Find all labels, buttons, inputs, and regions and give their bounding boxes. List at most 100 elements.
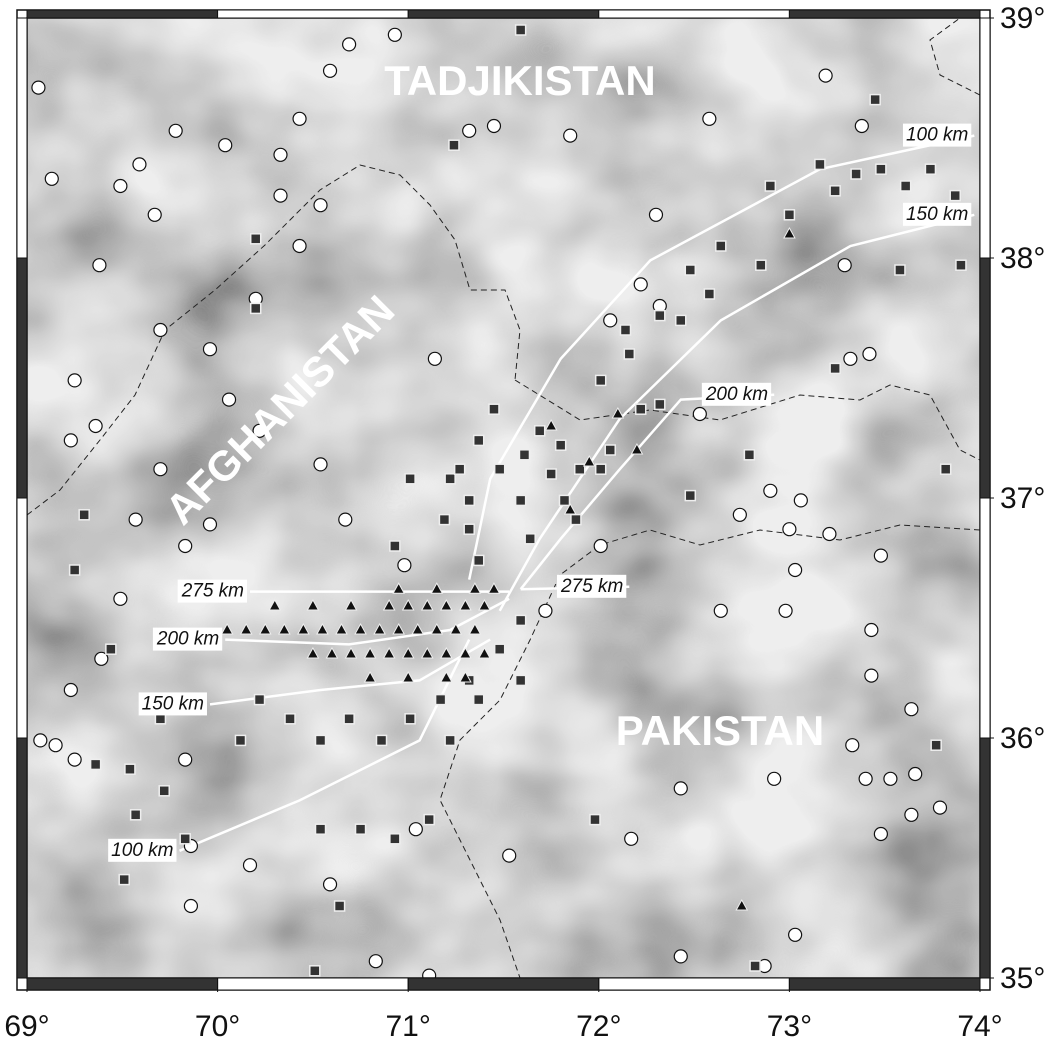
event-square [830, 186, 840, 196]
event-square [716, 241, 726, 251]
frame-segment [789, 10, 980, 18]
event-square [620, 325, 630, 335]
event-circle [154, 463, 167, 476]
event-circle [564, 129, 577, 142]
contour-label: 100 km [111, 840, 173, 861]
lat-tick-label: 37° [1000, 482, 1045, 515]
event-square [784, 210, 794, 220]
lon-tick-label: 71° [386, 1010, 431, 1043]
event-square [851, 169, 861, 179]
event-circle [64, 684, 77, 697]
event-circle [129, 513, 142, 526]
contour-label: 150 km [906, 204, 968, 225]
event-square [685, 265, 695, 275]
event-square [870, 95, 880, 105]
event-circle [604, 314, 617, 327]
contour-label: 200 km [705, 384, 768, 405]
event-circle [674, 782, 687, 795]
event-circle [625, 832, 638, 845]
event-square [941, 464, 951, 474]
event-square [445, 474, 455, 484]
event-circle [789, 928, 802, 941]
event-circle [649, 208, 662, 221]
event-circle [874, 828, 887, 841]
event-circle [789, 564, 802, 577]
event-square [251, 234, 261, 244]
event-circle [49, 739, 62, 752]
event-circle [863, 348, 876, 361]
event-circle [68, 753, 81, 766]
lat-tick-label: 36° [1000, 722, 1045, 755]
event-square [876, 164, 886, 174]
event-circle [539, 604, 552, 617]
frame-segment [27, 10, 218, 18]
lat-tick-label: 39° [1000, 2, 1045, 35]
frame-segment [218, 10, 409, 18]
frame-segment [599, 978, 790, 990]
event-square [125, 764, 135, 774]
event-square [546, 469, 556, 479]
event-square [605, 445, 615, 455]
event-square [344, 714, 354, 724]
event-circle [779, 604, 792, 617]
event-square [575, 464, 585, 474]
event-square [489, 404, 499, 414]
event-circle [909, 768, 922, 781]
event-square [316, 824, 326, 834]
event-circle [693, 408, 706, 421]
event-square [445, 735, 455, 745]
event-square [79, 510, 89, 520]
event-circle [703, 112, 716, 125]
frame-segment [218, 978, 409, 990]
event-circle [45, 172, 58, 185]
lat-tick-label: 35° [1000, 962, 1045, 995]
event-circle [819, 69, 832, 82]
event-circle [184, 900, 197, 913]
event-circle [32, 81, 45, 94]
lon-tick-label: 69° [4, 1010, 49, 1043]
event-circle [114, 592, 127, 605]
event-circle [148, 208, 161, 221]
event-square [525, 534, 535, 544]
event-square [106, 644, 116, 654]
event-square [439, 515, 449, 525]
event-circle [388, 28, 401, 41]
event-circle [64, 434, 77, 447]
event-square [744, 450, 754, 460]
event-square [159, 786, 169, 796]
event-circle [93, 259, 106, 272]
event-square [70, 565, 80, 575]
event-square [590, 815, 600, 825]
frame-segment [980, 738, 990, 978]
frame-segment [980, 498, 990, 738]
event-square [556, 440, 566, 450]
event-square [310, 966, 320, 976]
event-square [91, 759, 101, 769]
event-square [655, 399, 665, 409]
event-square [750, 961, 760, 971]
event-circle [905, 703, 918, 716]
event-square [756, 260, 766, 270]
event-square [356, 824, 366, 834]
event-square [535, 426, 545, 436]
event-circle [884, 772, 897, 785]
frame-segment [408, 10, 599, 18]
event-square [474, 555, 484, 565]
event-circle [324, 64, 337, 77]
event-circle [89, 420, 102, 433]
event-circle [169, 124, 182, 137]
event-square [405, 714, 415, 724]
event-circle [314, 199, 327, 212]
event-square [474, 695, 484, 705]
event-square [424, 815, 434, 825]
event-circle [293, 112, 306, 125]
event-circle [274, 189, 287, 202]
contour-label: 150 km [142, 693, 204, 714]
map: TADJIKISTAN AFGHANISTAN PAKISTAN 100 km1… [0, 0, 1061, 1049]
event-square [180, 834, 190, 844]
event-circle [463, 124, 476, 137]
event-circle [823, 528, 836, 541]
event-circle [203, 343, 216, 356]
event-circle [179, 540, 192, 553]
contour-label: 275 km [181, 581, 244, 602]
